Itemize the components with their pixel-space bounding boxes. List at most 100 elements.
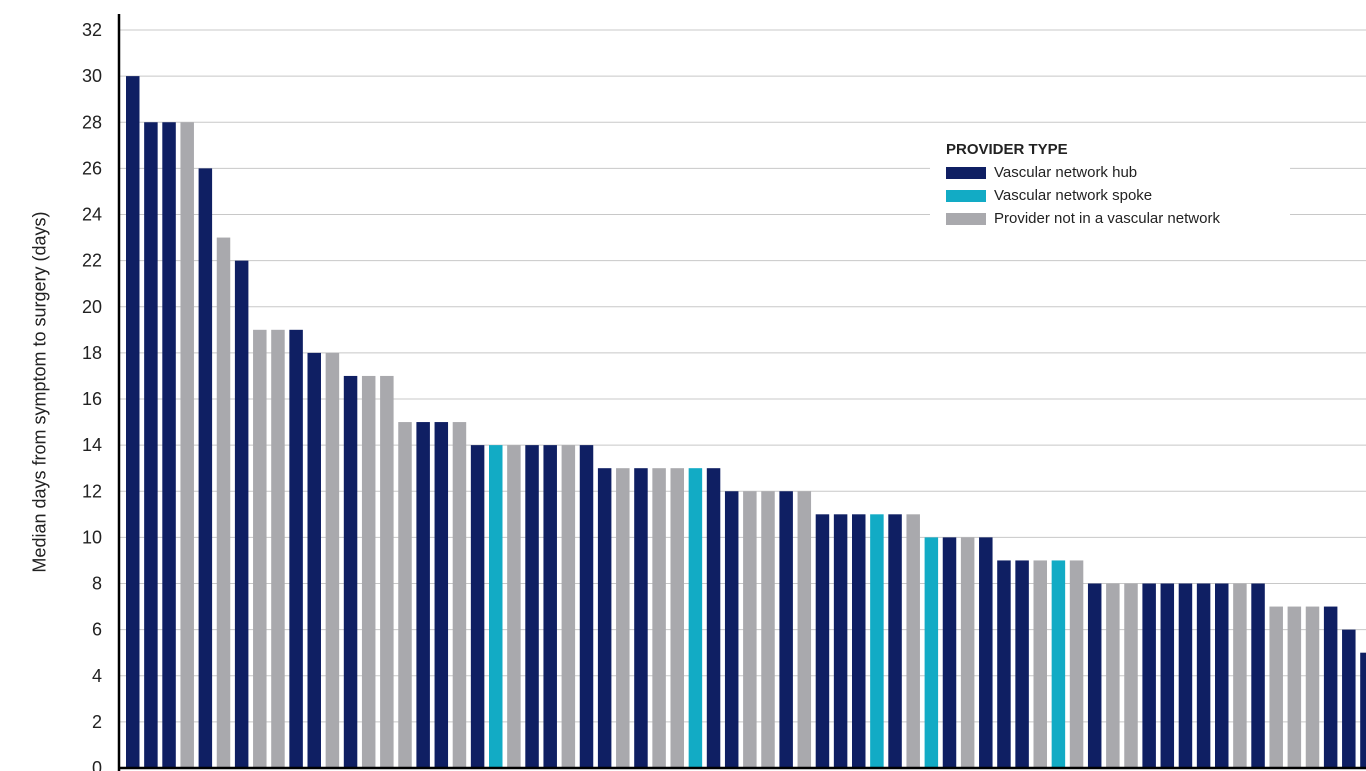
bar-none bbox=[1124, 583, 1138, 768]
bar-hub bbox=[634, 468, 648, 768]
y-tick-label: 28 bbox=[82, 112, 102, 132]
y-tick-label: 12 bbox=[82, 481, 102, 501]
bar-hub bbox=[833, 514, 848, 768]
bar-none bbox=[271, 329, 285, 768]
bar-hub bbox=[1087, 583, 1102, 768]
bar-spoke bbox=[1051, 560, 1066, 768]
bar-hub bbox=[779, 491, 793, 768]
legend-title: PROVIDER TYPE bbox=[946, 141, 1068, 158]
y-tick-label: 26 bbox=[82, 158, 102, 178]
bar-hub bbox=[1196, 583, 1211, 768]
bar-hub bbox=[1178, 583, 1193, 768]
legend-swatch-none bbox=[946, 212, 986, 225]
y-tick-label: 22 bbox=[82, 251, 102, 271]
bars bbox=[126, 76, 1366, 769]
bar-hub bbox=[343, 375, 358, 768]
bar-none bbox=[507, 445, 521, 769]
bar-none bbox=[960, 537, 975, 769]
y-tick-label: 18 bbox=[82, 343, 102, 363]
bar-hub bbox=[234, 260, 249, 769]
legend: PROVIDER TYPE Vascular network hub Vascu… bbox=[930, 133, 1290, 243]
bar-none bbox=[743, 491, 757, 768]
bar-hub bbox=[1015, 560, 1029, 768]
bar-none bbox=[906, 514, 920, 768]
bar-none bbox=[670, 468, 684, 768]
y-tick-label: 24 bbox=[82, 205, 102, 225]
bar-none bbox=[761, 491, 775, 768]
bar-hub bbox=[144, 122, 158, 768]
bar-hub bbox=[198, 168, 213, 769]
bar-hub bbox=[1215, 583, 1229, 768]
bar-spoke bbox=[489, 445, 503, 769]
bar-none bbox=[1269, 606, 1283, 768]
bar-none bbox=[253, 329, 267, 768]
y-tick-label: 30 bbox=[82, 66, 102, 86]
bar-none bbox=[1233, 583, 1247, 768]
bar-hub bbox=[543, 445, 557, 769]
bar-hub bbox=[852, 514, 866, 768]
bar-none bbox=[1305, 606, 1320, 768]
bar-none bbox=[1069, 560, 1084, 768]
y-axis-label: Median days from symptom to surgery (day… bbox=[29, 211, 50, 573]
bar-none bbox=[1106, 583, 1120, 768]
bar-none bbox=[380, 375, 394, 768]
bar-hub bbox=[289, 329, 303, 768]
bar-none bbox=[797, 491, 812, 768]
bar-hub bbox=[597, 468, 612, 768]
legend-label-spoke: Vascular network spoke bbox=[994, 187, 1153, 204]
bar-hub bbox=[815, 514, 830, 768]
bar-hub bbox=[434, 422, 449, 768]
bar-hub bbox=[888, 514, 902, 768]
bar-hub bbox=[1360, 652, 1366, 768]
bar-hub bbox=[979, 537, 993, 769]
bar-hub bbox=[1342, 629, 1356, 769]
bar-hub bbox=[1323, 606, 1338, 768]
bar-none bbox=[652, 468, 666, 768]
bar-none bbox=[325, 352, 340, 769]
legend-swatch-spoke bbox=[946, 189, 986, 202]
bar-spoke bbox=[870, 514, 884, 768]
y-tick-label: 8 bbox=[92, 574, 102, 594]
y-tick-label: 16 bbox=[82, 389, 102, 409]
bar-hub bbox=[724, 491, 739, 768]
bar-none bbox=[216, 237, 231, 768]
y-tick-label: 6 bbox=[92, 620, 102, 640]
bar-hub bbox=[942, 537, 957, 769]
bar-none bbox=[1033, 560, 1047, 768]
bar-spoke bbox=[688, 468, 703, 768]
bar-none bbox=[398, 422, 412, 768]
bar-hub bbox=[162, 122, 176, 768]
bar-none bbox=[1287, 606, 1302, 768]
y-tick-label: 0 bbox=[92, 758, 102, 771]
bar-hub bbox=[706, 468, 721, 768]
bar-hub bbox=[525, 445, 539, 769]
bar-none bbox=[561, 445, 576, 769]
y-tick-label: 10 bbox=[82, 527, 102, 547]
bar-hub bbox=[307, 352, 321, 769]
bar-none bbox=[616, 468, 630, 768]
bar-hub bbox=[1160, 583, 1175, 768]
legend-item-none: Provider not in a vascular network bbox=[946, 207, 1290, 230]
legend-label-hub: Vascular network hub bbox=[994, 164, 1138, 181]
y-tick-label: 32 bbox=[82, 20, 102, 40]
bar-hub bbox=[579, 445, 594, 769]
legend-swatch-hub bbox=[946, 166, 986, 179]
bar-none bbox=[180, 122, 194, 768]
legend-item-spoke: Vascular network spoke bbox=[946, 184, 1290, 207]
bar-hub bbox=[1142, 583, 1156, 768]
bar-hub bbox=[470, 445, 485, 769]
bar-spoke bbox=[924, 537, 939, 769]
bar-none bbox=[361, 375, 376, 768]
bar-hub bbox=[126, 76, 140, 769]
y-tick-label: 4 bbox=[92, 666, 102, 686]
bar-hub bbox=[416, 422, 430, 768]
bar-none bbox=[452, 422, 467, 768]
y-tick-label: 14 bbox=[82, 435, 102, 455]
bar-hub bbox=[1251, 583, 1265, 768]
bar-hub bbox=[997, 560, 1011, 768]
legend-label-none: Provider not in a vascular network bbox=[994, 210, 1220, 227]
y-tick-label: 2 bbox=[92, 712, 102, 732]
y-tick-label: 20 bbox=[82, 297, 102, 317]
